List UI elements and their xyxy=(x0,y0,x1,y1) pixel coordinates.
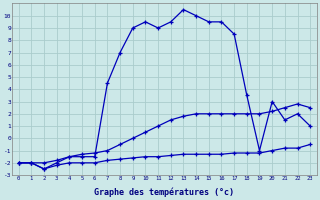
X-axis label: Graphe des températures (°c): Graphe des températures (°c) xyxy=(94,187,235,197)
